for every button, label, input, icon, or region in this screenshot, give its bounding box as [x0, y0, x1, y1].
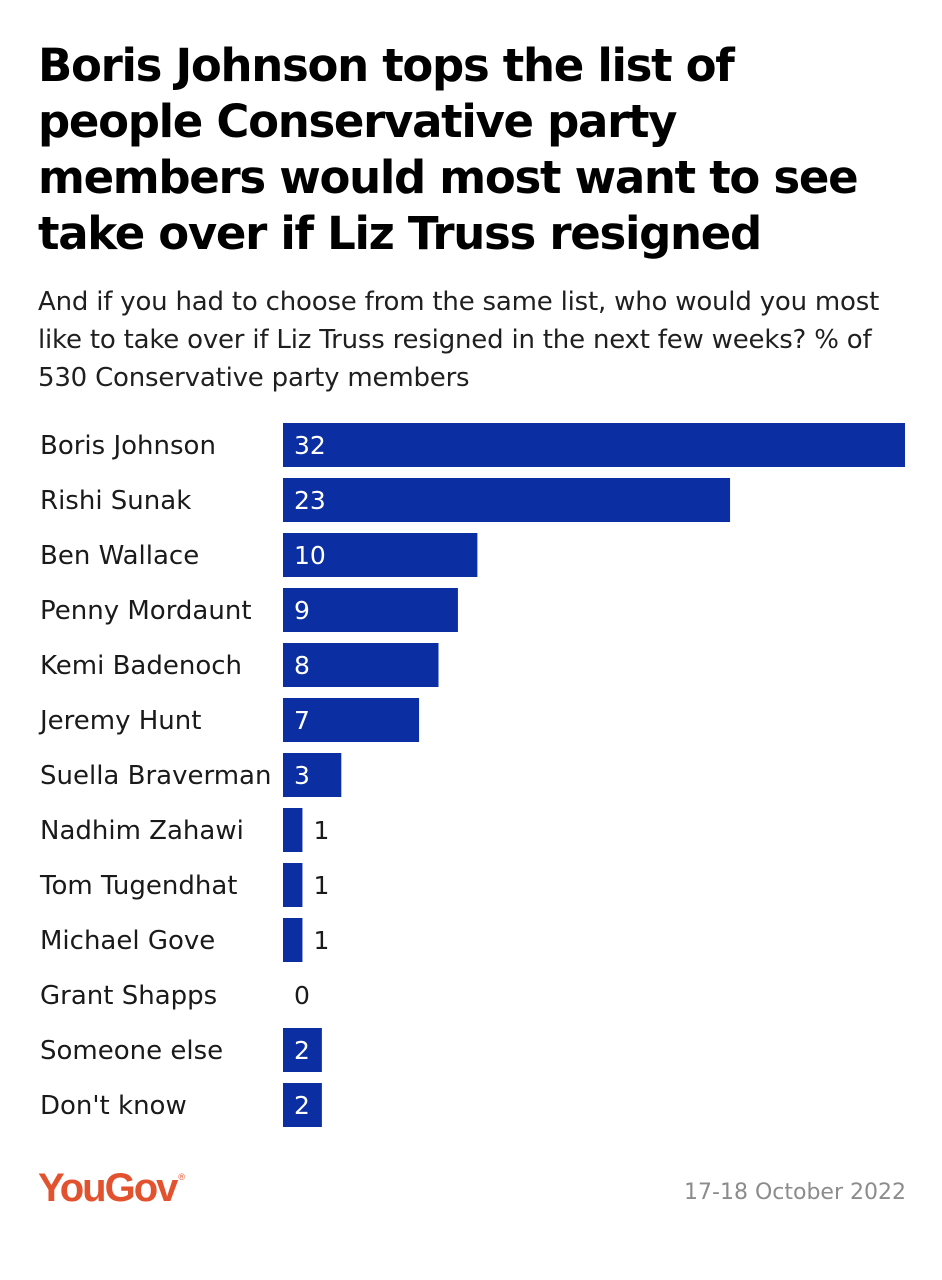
bar-row: Ben Wallace 10 — [40, 533, 478, 577]
bar — [283, 643, 439, 687]
category-label: Grant Shapps — [40, 981, 217, 1011]
value-label: 1 — [313, 816, 329, 845]
category-label: Jeremy Hunt — [38, 706, 201, 736]
value-label: 1 — [313, 926, 329, 955]
bar-row: Boris Johnson 32 — [40, 423, 905, 467]
bar — [283, 533, 478, 577]
bar-row: Don't know 2 — [40, 1083, 322, 1127]
category-label: Suella Braverman — [40, 761, 271, 791]
value-label: 0 — [294, 981, 310, 1010]
chart-subtitle: And if you had to choose from the same l… — [38, 287, 880, 393]
value-label: 2 — [294, 1036, 310, 1065]
value-label: 8 — [294, 651, 310, 680]
chart-title: Boris Johnson tops the list of people Co… — [38, 39, 859, 260]
bar-row: Michael Gove 1 — [40, 918, 329, 962]
bar-row: Grant Shapps 0 — [40, 981, 310, 1011]
category-label: Boris Johnson — [40, 431, 216, 461]
category-label: Don't know — [40, 1091, 187, 1121]
bar-row: Kemi Badenoch 8 — [40, 643, 439, 687]
value-label: 7 — [294, 706, 310, 735]
bar-row: Penny Mordaunt 9 — [40, 588, 458, 632]
bar — [283, 698, 420, 742]
value-label: 23 — [294, 486, 326, 515]
value-label: 9 — [294, 596, 310, 625]
survey-date: 17-18 October 2022 — [684, 1180, 906, 1205]
category-label: Michael Gove — [40, 926, 215, 956]
bar-row: Someone else 2 — [40, 1028, 322, 1072]
value-label: 32 — [294, 431, 326, 460]
bar — [283, 753, 342, 797]
bar — [283, 423, 905, 467]
value-label: 10 — [294, 541, 326, 570]
bar — [283, 478, 731, 522]
bar-row: Tom Tugendhat 1 — [39, 863, 329, 907]
category-label: Penny Mordaunt — [40, 596, 252, 626]
value-label: 1 — [313, 871, 329, 900]
bar-row: Nadhim Zahawi 1 — [40, 808, 329, 852]
bar-row: Rishi Sunak 23 — [40, 478, 731, 522]
logo-registered-mark: ® — [178, 1172, 186, 1182]
category-label: Ben Wallace — [40, 541, 199, 571]
category-label: Tom Tugendhat — [39, 871, 237, 901]
category-label: Nadhim Zahawi — [40, 816, 244, 846]
category-label: Rishi Sunak — [40, 486, 191, 516]
bar — [283, 1083, 322, 1127]
category-label: Someone else — [40, 1036, 223, 1066]
bar — [283, 918, 303, 962]
value-label: 3 — [294, 761, 310, 790]
bar — [283, 863, 303, 907]
bar — [283, 588, 458, 632]
yougov-logo: YouGov ® — [38, 1166, 186, 1211]
logo-text: YouGov — [38, 1166, 178, 1210]
bar — [283, 808, 303, 852]
bar-row: Suella Braverman 3 — [40, 753, 342, 797]
bar — [283, 1028, 322, 1072]
bar-row: Jeremy Hunt 7 — [38, 698, 420, 742]
category-label: Kemi Badenoch — [40, 651, 242, 681]
value-label: 2 — [294, 1091, 310, 1120]
